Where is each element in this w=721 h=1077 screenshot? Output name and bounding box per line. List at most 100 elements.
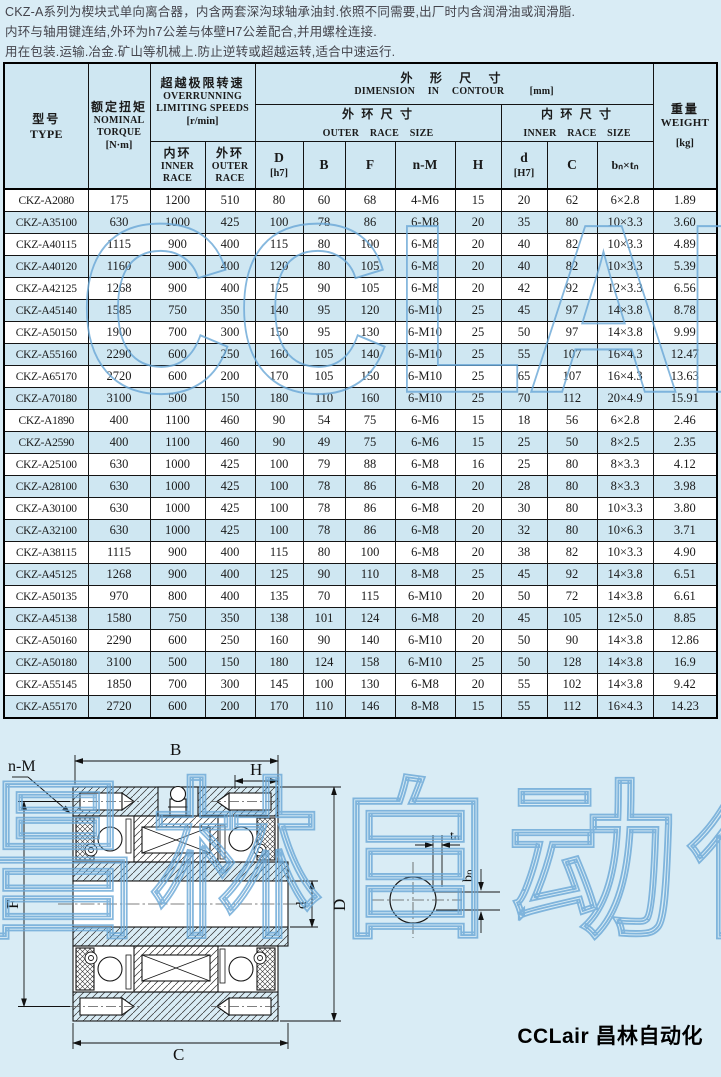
cell: 10×3.3	[596, 497, 654, 521]
cell: 10×3.3	[596, 233, 654, 257]
cell: 425	[204, 453, 256, 477]
cell: 8.78	[652, 299, 718, 323]
cell: 6-M10	[394, 585, 456, 609]
cell: 20	[454, 255, 502, 279]
cell: 1115	[87, 541, 151, 565]
cell: 68	[344, 188, 396, 213]
header-dimension-zh: 外 形 尺 寸	[400, 70, 508, 85]
dimension-label-tn: tₙ	[450, 829, 459, 844]
cell: 107	[546, 343, 598, 367]
cell: 1000	[149, 519, 206, 543]
cell: 25	[454, 343, 502, 367]
cell: 600	[149, 365, 206, 389]
header-col-F: F	[344, 141, 396, 190]
brand-logo: CCLair 昌林自动化	[517, 1025, 703, 1049]
header-torque-zh: 额定扭矩	[90, 99, 147, 114]
cell: 8-M8	[394, 563, 456, 587]
cell: 10×3.3	[596, 541, 654, 565]
header-type-zh: 型号	[32, 111, 61, 126]
cell: 1100	[149, 431, 206, 455]
cell: 90	[254, 409, 304, 433]
cell: 750	[149, 299, 206, 323]
cell: 110	[302, 387, 346, 411]
table-row: CKZ-A35100 630 1000 425 100 78 86 6-M8 20 35 80 10×…	[3, 211, 718, 235]
cell: 18	[500, 409, 548, 433]
cell: 425	[204, 497, 256, 521]
cell: 92	[546, 563, 598, 587]
cell: 6-M10	[394, 651, 456, 675]
cell: 250	[204, 343, 256, 367]
cell: 90	[302, 277, 346, 301]
cell: 6-M10	[394, 343, 456, 367]
cell: 105	[344, 255, 396, 279]
cell: 100	[254, 453, 304, 477]
dimension-label-d: d	[294, 901, 310, 909]
cell: 15	[454, 409, 502, 433]
cell: 8.85	[652, 607, 718, 631]
cell: 400	[204, 541, 256, 565]
table-row: CKZ-A28100 630 1000 425 100 78 86 6-M8 20 28 80 8×3…	[3, 475, 718, 499]
cell: 13.63	[652, 365, 718, 389]
header-type-en: TYPE	[29, 126, 63, 141]
header-speeds-zh: 超越极限转速	[160, 76, 245, 91]
cell: 1900	[87, 321, 151, 345]
cell: 80	[254, 188, 304, 213]
cell: 9.42	[652, 673, 718, 697]
cell: 4.12	[652, 453, 718, 477]
cell: 50	[500, 585, 548, 609]
cell: 105	[546, 607, 598, 631]
cell: 105	[344, 277, 396, 301]
cell: 25	[500, 453, 548, 477]
cell: 900	[149, 233, 206, 257]
cell: 600	[149, 629, 206, 653]
table-row: CKZ-A50150 1900 700 300 150 95 130 6-M10 25 50 97 1…	[3, 321, 718, 345]
cell: 200	[204, 695, 256, 719]
dimension-label-F: F	[3, 900, 22, 909]
cell: 80	[302, 233, 346, 257]
header-inner-race-en2: RACE	[162, 172, 193, 184]
header-inner-race-zh: 内环	[163, 145, 192, 160]
cell: CKZ-A50160	[3, 629, 89, 653]
header-weight-en: WEIGHT	[660, 117, 709, 130]
cell: 20	[454, 277, 502, 301]
cell: 95	[302, 299, 346, 323]
header-weight-zh: 重量	[670, 102, 699, 117]
cell: 16	[454, 453, 502, 477]
cell: 6×2.8	[596, 188, 654, 213]
cell: 45	[500, 299, 548, 323]
cell: 200	[204, 365, 256, 389]
cell: 1200	[149, 188, 206, 213]
cell: 25	[454, 563, 502, 587]
header-dimension-en: DIMENSION IN CONTOUR [mm]	[354, 85, 554, 97]
cell: 82	[546, 541, 598, 565]
cell: CKZ-A45138	[3, 607, 89, 631]
header-col-bntn: bₙ×tₙ	[596, 141, 654, 190]
cell: CKZ-A40115	[3, 233, 89, 257]
cell: CKZ-A30100	[3, 497, 89, 521]
header-inner-race-en1: INNER	[160, 160, 195, 172]
cell: 45	[500, 563, 548, 587]
header-outer-size-zh: 外 环 尺 寸	[341, 107, 414, 122]
table-row: CKZ-A70180 3100 500 150 180 110 160 6-M10 25 70 11…	[3, 387, 718, 411]
cell: CKZ-A50135	[3, 585, 89, 609]
header-col-H: H	[454, 141, 502, 190]
cell: 6.51	[652, 563, 718, 587]
cell: CKZ-A35100	[3, 211, 89, 235]
cell: 25	[454, 365, 502, 389]
cell: 6-M8	[394, 497, 456, 521]
cell: 180	[254, 651, 304, 675]
cell: 6-M10	[394, 629, 456, 653]
cell: 6-M10	[394, 299, 456, 323]
upper-bearing-band	[72, 815, 279, 863]
cell: 140	[254, 299, 304, 323]
cell: 25	[454, 651, 502, 675]
cell: 3.71	[652, 519, 718, 543]
cell: 115	[254, 541, 304, 565]
description-line-1: CKZ-A系列为楔块式单向离合器，内含两套深沟球轴承油封.依照不同需要,出厂时内…	[5, 5, 576, 19]
cell: 120	[344, 299, 396, 323]
cell: 105	[302, 365, 346, 389]
table-row: CKZ-A45138 1580 750 350 138 101 124 6-M8 20 45 105…	[3, 607, 718, 631]
header-weight: 重量 WEIGHT [kg]	[652, 62, 718, 190]
cell: 80	[546, 475, 598, 499]
cell: 400	[204, 585, 256, 609]
